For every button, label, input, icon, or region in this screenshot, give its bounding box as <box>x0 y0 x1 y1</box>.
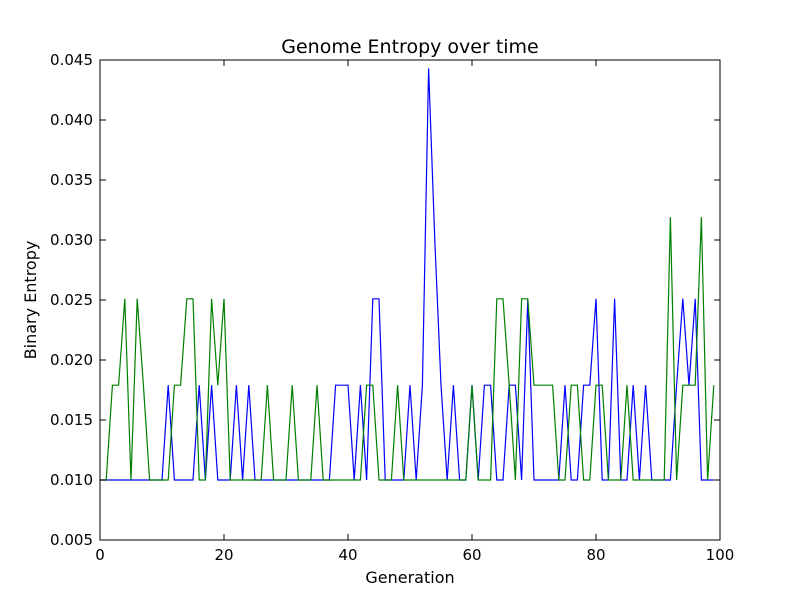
series-line-1 <box>100 68 714 481</box>
x-tick-label: 20 <box>214 546 233 564</box>
x-tick-label: 0 <box>95 546 105 564</box>
ticks-layer: 0 20 40 60 80 100 0.005 0.010 0.015 0.020 0.025 0.0… <box>50 51 734 564</box>
y-tick-label: 0.035 <box>50 171 93 189</box>
x-axis-title: Generation <box>365 568 454 587</box>
series-line-2 <box>100 217 715 481</box>
y-axis-title: Binary Entropy <box>21 241 40 360</box>
y-tick-label: 0.040 <box>50 111 93 129</box>
x-tick-label: 100 <box>706 546 735 564</box>
y-tick-label: 0.010 <box>50 471 93 489</box>
x-tick-label: 40 <box>338 546 357 564</box>
y-tick-label: 0.030 <box>50 231 93 249</box>
y-tick-label: 0.015 <box>50 411 93 429</box>
series-layer <box>100 68 715 481</box>
y-tick-label: 0.020 <box>50 351 93 369</box>
x-tick-label: 60 <box>462 546 481 564</box>
y-tick-label: 0.045 <box>50 51 93 69</box>
plot-frame <box>99 59 721 541</box>
y-tick-label: 0.005 <box>50 531 93 549</box>
plot-area <box>100 60 720 540</box>
chart-title: Genome Entropy over time <box>281 36 539 58</box>
x-tick-label: 80 <box>586 546 605 564</box>
y-tick-label: 0.025 <box>50 291 93 309</box>
